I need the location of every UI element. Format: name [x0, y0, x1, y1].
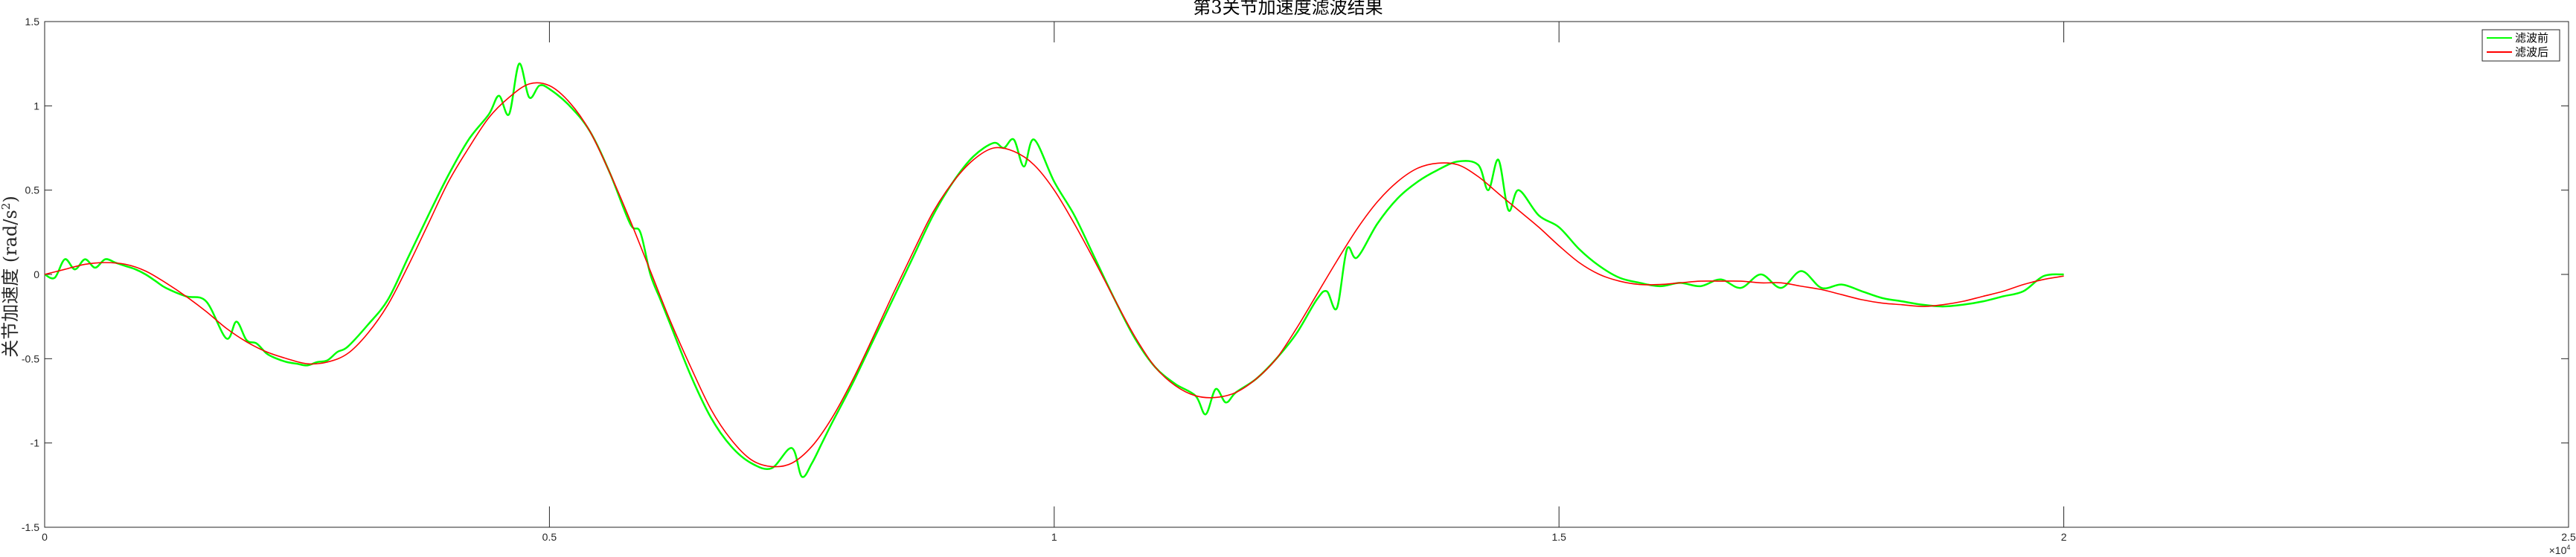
- series-line-after-filter: [44, 82, 2064, 468]
- series-line-before-filter: [44, 62, 2064, 478]
- x-axis: 0 0.5 1 1.5 2 2.5: [42, 22, 2576, 543]
- x-tick-label: 2.5: [2561, 531, 2576, 543]
- x-tick-label: 1: [1051, 531, 1057, 543]
- legend-label-after: 滤波后: [2515, 45, 2548, 59]
- x-tick-label: 0: [42, 531, 48, 543]
- plot-border: [44, 21, 2569, 528]
- y-tick-label: 0.5: [25, 184, 40, 196]
- x-tick-label: 2: [2061, 531, 2067, 543]
- x-multiplier-label: ×104: [2549, 544, 2571, 556]
- x-multiplier-exponent: 4: [2566, 544, 2570, 551]
- y-axis-label-superscript: 2: [0, 203, 13, 210]
- legend-box: [2482, 29, 2560, 62]
- x-multiplier-base: ×10: [2549, 544, 2567, 556]
- y-tick-label: 0: [33, 268, 39, 280]
- y-tick-label: 1.5: [25, 16, 40, 28]
- plot-area: [44, 21, 2569, 528]
- x-tick-label: 1.5: [1551, 531, 1566, 543]
- y-tick-label: -1.5: [22, 521, 39, 533]
- y-tick-label: -0.5: [22, 352, 39, 364]
- x-tick-label: 0.5: [542, 531, 557, 543]
- chart-title: 第3关节加速度滤波结果: [1193, 0, 1382, 18]
- legend: 滤波前 滤波后: [2482, 29, 2560, 62]
- y-axis-label-text: 关节加速度 (rad/s: [0, 210, 21, 358]
- y-axis-label: 关节加速度 (rad/s2): [0, 196, 21, 357]
- y-axis-label-close: ): [0, 196, 21, 202]
- legend-label-before: 滤波前: [2515, 31, 2548, 45]
- y-tick-label: -1: [31, 437, 40, 449]
- y-axis: -1.5 -1 -0.5 0 0.5 1 1.5: [22, 16, 2569, 533]
- y-tick-label: 1: [33, 100, 39, 112]
- series-layer: [44, 62, 2064, 478]
